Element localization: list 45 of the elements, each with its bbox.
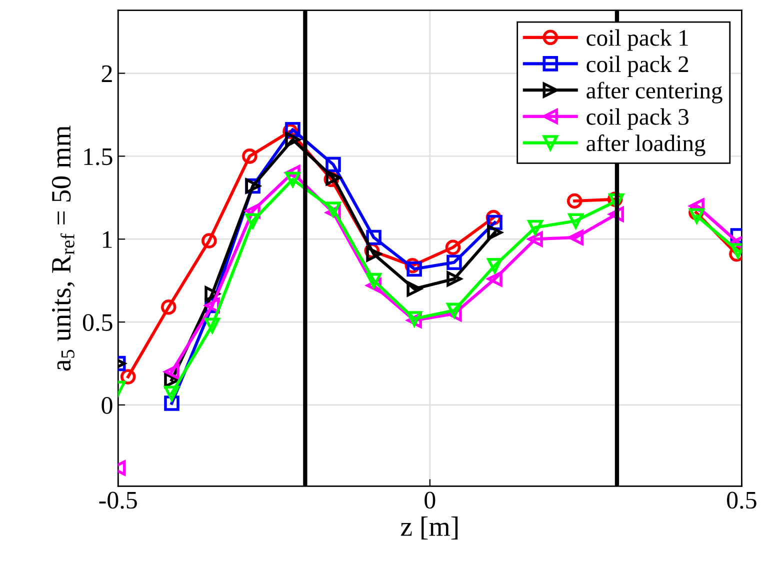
legend-label: after centering — [586, 82, 722, 104]
x-axis-title: z [m] — [400, 516, 458, 540]
x-tick-label: -0.5 — [99, 492, 137, 509]
point — [446, 254, 462, 270]
point — [406, 261, 422, 277]
point — [689, 208, 704, 224]
point — [487, 271, 502, 287]
point — [242, 148, 258, 164]
point — [120, 369, 136, 384]
y-axis-title: a$_{5}$ units, R$_{ref}$ = 50 mm — [52, 126, 75, 370]
y-tick-label: 1 — [102, 231, 112, 248]
legend-label: coil pack 3 — [586, 108, 688, 130]
point — [202, 233, 217, 248]
y-tick-label: 0 — [102, 397, 112, 414]
point — [446, 271, 462, 287]
legend-label: after loading — [586, 134, 706, 156]
point — [164, 372, 180, 388]
point — [366, 272, 382, 288]
y-tick-label: 0.5 — [82, 314, 112, 332]
point — [487, 258, 502, 274]
point — [164, 386, 180, 401]
point — [326, 156, 341, 172]
point — [366, 246, 382, 262]
point — [164, 364, 180, 380]
point — [245, 213, 260, 229]
x-tick-label: 0 — [424, 492, 436, 509]
point — [160, 299, 176, 315]
legend-label: coil pack 2 — [586, 56, 688, 77]
x-tick-label: 0.5 — [727, 492, 756, 509]
point — [487, 224, 502, 240]
point — [566, 193, 582, 209]
point — [445, 240, 461, 256]
point — [528, 231, 543, 247]
point — [204, 318, 220, 333]
point — [528, 220, 543, 236]
point — [568, 230, 584, 246]
point — [446, 302, 462, 318]
y-tick-label: 2 — [102, 65, 112, 82]
point — [406, 281, 422, 297]
point — [285, 132, 300, 148]
point — [326, 202, 341, 217]
point — [568, 213, 584, 229]
legend-label: coil pack 1 — [586, 29, 688, 51]
y-tick-label: 1.5 — [84, 148, 112, 166]
point — [285, 172, 300, 188]
